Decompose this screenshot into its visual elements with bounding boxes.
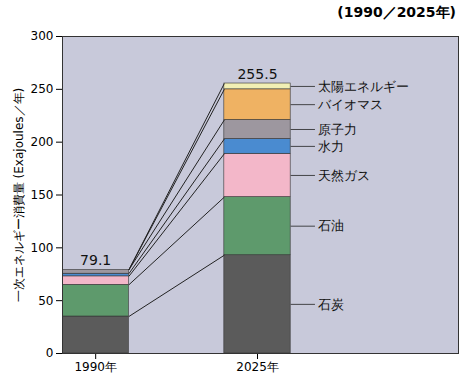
- svg-text:原子力: 原子力: [318, 122, 357, 137]
- svg-text:1990年: 1990年: [74, 360, 117, 374]
- svg-text:79.1: 79.1: [80, 252, 111, 268]
- svg-text:2025年: 2025年: [236, 360, 279, 374]
- svg-text:100: 100: [31, 241, 54, 255]
- svg-text:太陽エネルギー: 太陽エネルギー: [318, 79, 409, 94]
- svg-text:0: 0: [46, 346, 54, 360]
- svg-text:300: 300: [31, 29, 54, 43]
- svg-text:水力: 水力: [318, 139, 344, 154]
- svg-text:石油: 石油: [318, 218, 344, 233]
- svg-text:50: 50: [38, 294, 53, 308]
- svg-text:255.5: 255.5: [237, 66, 277, 82]
- svg-text:バイオマス: バイオマス: [317, 97, 383, 112]
- svg-text:天然ガス: 天然ガス: [318, 168, 370, 183]
- svg-text:250: 250: [31, 82, 54, 96]
- html-text:(1990／2025年): (1990／2025年): [337, 4, 456, 20]
- svg-text:200: 200: [31, 135, 54, 149]
- svg-text:石炭: 石炭: [318, 297, 344, 312]
- svg-text:150: 150: [31, 188, 54, 202]
- svg-text:一次エネルギー消費量 (Exajoules／年): 一次エネルギー消費量 (Exajoules／年): [12, 88, 26, 302]
